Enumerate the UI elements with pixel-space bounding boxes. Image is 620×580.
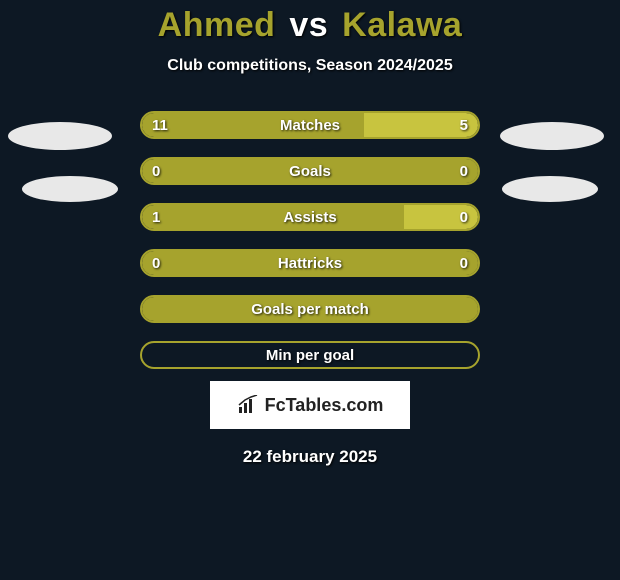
avatar-placeholder (8, 122, 112, 150)
stat-label: Goals per match (251, 301, 369, 318)
player2-name: Kalawa (342, 6, 462, 44)
logo-text: FcTables.com (265, 395, 384, 416)
stat-right-value: 0 (460, 209, 468, 226)
stat-row: 0 0 Hattricks (140, 249, 480, 277)
stat-label: Min per goal (266, 347, 354, 364)
date-text: 22 february 2025 (0, 447, 620, 467)
stats-container: 11 5 Matches 0 0 Goals 1 0 Assists 0 0 Hattricks Goa… (0, 111, 620, 369)
player1-name: Ahmed (158, 6, 276, 44)
stat-row: Goals per match (140, 295, 480, 323)
vs-text: vs (289, 6, 328, 44)
stat-left-value: 11 (152, 117, 168, 134)
stat-label: Hattricks (278, 255, 342, 272)
stat-row: Min per goal (140, 341, 480, 369)
stat-right-value: 0 (460, 163, 468, 180)
avatar-placeholder (22, 176, 118, 202)
avatar-placeholder (502, 176, 598, 202)
stat-right-value: 5 (460, 117, 468, 134)
stat-row: 11 5 Matches (140, 111, 480, 139)
subtitle-text: Club competitions, Season 2024/2025 (0, 57, 620, 75)
avatar-placeholder (500, 122, 604, 150)
stat-left-value: 0 (152, 255, 160, 272)
stat-left-value: 1 (152, 209, 160, 226)
bar-fill-left (142, 205, 404, 229)
stat-row: 0 0 Goals (140, 157, 480, 185)
logo-box: FcTables.com (210, 381, 410, 429)
stat-left-value: 0 (152, 163, 160, 180)
chart-icon (237, 395, 259, 415)
stat-row: 1 0 Assists (140, 203, 480, 231)
stat-label: Matches (280, 117, 340, 134)
stat-label: Goals (289, 163, 331, 180)
comparison-title: Ahmed vs Kalawa (0, 0, 620, 45)
stat-label: Assists (283, 209, 336, 226)
stat-right-value: 0 (460, 255, 468, 272)
